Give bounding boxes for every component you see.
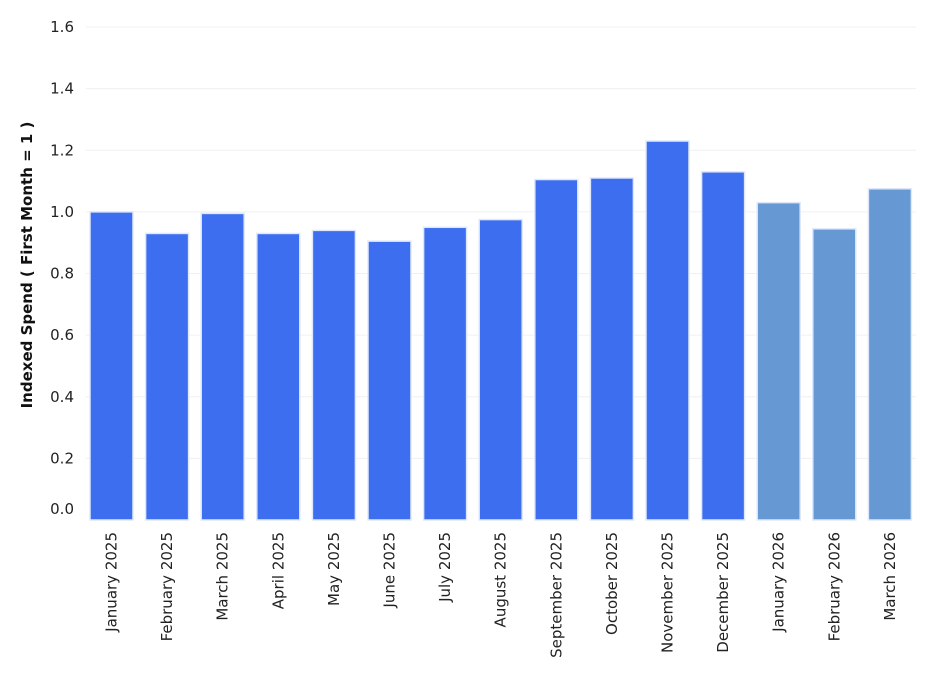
x-tick-label: March 2025 <box>214 532 232 621</box>
y-tick-label: 1.4 <box>50 80 74 98</box>
bar-january-2026 <box>756 201 801 521</box>
x-axis-ticks: January 2025 February 2025 March 2025 April… <box>103 532 899 658</box>
bar-february-2026 <box>812 228 857 521</box>
bar-december-2025 <box>700 171 746 521</box>
y-tick-label: 0.8 <box>50 265 74 283</box>
bar-june-2025 <box>367 240 412 521</box>
bar-may-2025 <box>311 229 357 521</box>
y-tick-label: 0.0 <box>50 500 74 518</box>
x-tick-label: September 2025 <box>547 532 565 658</box>
y-tick-label: 0.6 <box>50 326 74 344</box>
x-tick-label: November 2025 <box>659 532 677 653</box>
bar-november-2025 <box>645 140 690 521</box>
x-tick-label: July 2025 <box>436 532 454 603</box>
bar-february-2025 <box>144 232 190 521</box>
x-tick-label: January 2025 <box>103 532 121 633</box>
y-tick-label: 1.6 <box>50 18 74 36</box>
bar-september-2025 <box>534 178 579 521</box>
y-tick-label: 1.2 <box>50 141 74 159</box>
bar-march-2026 <box>867 188 913 521</box>
x-tick-label: February 2025 <box>158 532 176 641</box>
x-tick-label: October 2025 <box>603 532 621 635</box>
y-axis-title: Indexed Spend ( First Month = 1 ) <box>18 122 36 409</box>
x-tick-label: February 2026 <box>825 532 843 641</box>
y-tick-label: 1.0 <box>50 203 74 221</box>
x-tick-label: June 2025 <box>381 532 399 609</box>
bar-january-2025 <box>89 211 134 521</box>
bar-august-2025 <box>478 218 523 521</box>
bar-october-2025 <box>589 177 635 521</box>
x-tick-label: March 2026 <box>881 532 899 621</box>
x-tick-label: January 2026 <box>770 532 788 633</box>
y-axis-ticks: 0.0 0.2 0.4 0.6 0.8 1.0 1.2 1.4 1.6 <box>50 18 74 518</box>
bar-july-2025 <box>422 226 468 521</box>
x-tick-label: December 2025 <box>714 532 732 653</box>
x-tick-label: August 2025 <box>492 532 510 627</box>
bar-march-2025 <box>200 212 245 521</box>
x-tick-label: May 2025 <box>325 532 343 606</box>
x-tick-label: April 2025 <box>269 532 287 609</box>
bars <box>89 140 913 521</box>
y-tick-label: 0.4 <box>50 388 74 406</box>
bar-april-2025 <box>256 232 301 521</box>
y-tick-label: 0.2 <box>50 449 74 467</box>
